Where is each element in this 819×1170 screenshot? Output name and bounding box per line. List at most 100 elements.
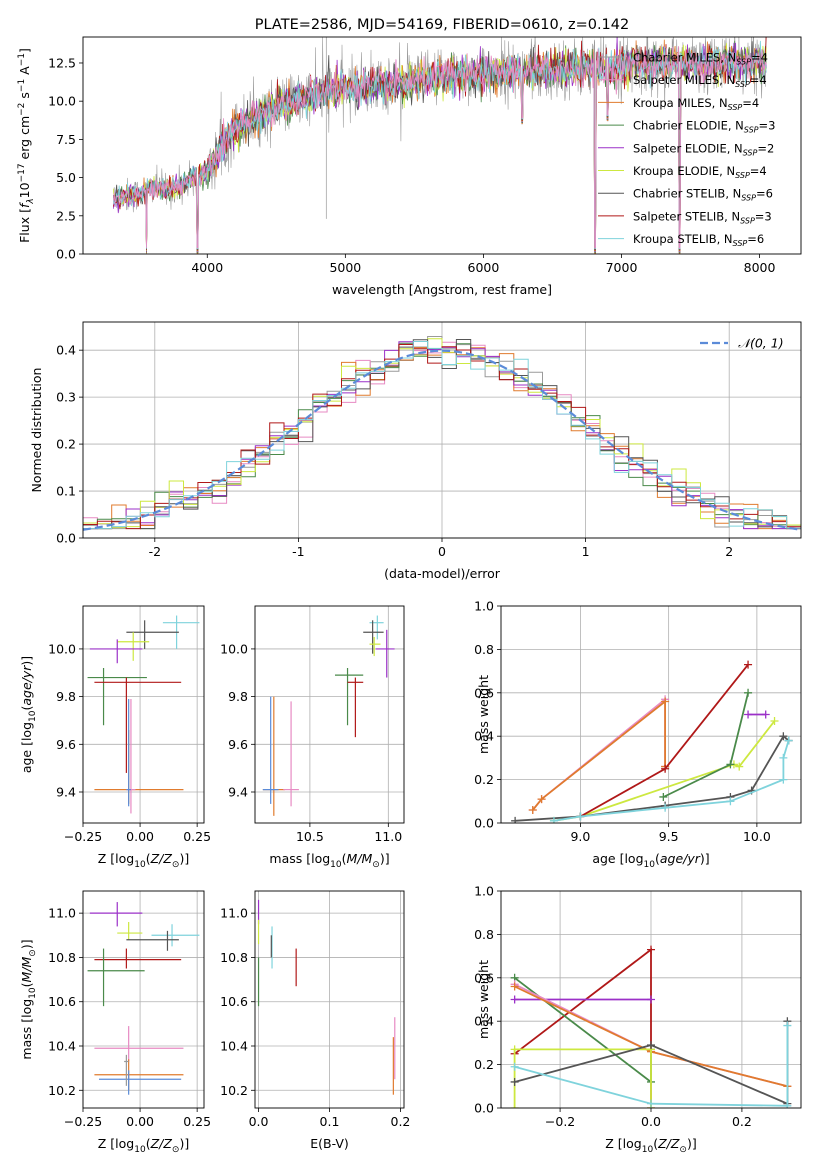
x-tick-label: 0.00 bbox=[126, 829, 154, 844]
y-tick-label: 10.2 bbox=[220, 1083, 248, 1098]
y-tick-label: 1.0 bbox=[474, 599, 494, 614]
y-tick-label: 0.2 bbox=[474, 1057, 494, 1072]
plot-area bbox=[511, 660, 793, 823]
y-tick-label: 9.6 bbox=[228, 737, 248, 752]
weight-marker-kroupa-stelib bbox=[779, 753, 788, 762]
legend-entry: Salpeter MILES, NSSP=4 bbox=[633, 73, 767, 89]
plot-area bbox=[87, 902, 200, 1095]
weight-marker-kroupa-miles bbox=[528, 805, 537, 814]
x-tick-label: 9.5 bbox=[659, 829, 679, 844]
x-tick-label: 0.2 bbox=[732, 1114, 752, 1129]
x-label: wavelength [Angstrom, rest frame] bbox=[332, 282, 552, 297]
y-tick-label: 12.5 bbox=[48, 55, 76, 70]
weight-marker-kroupa-elodie bbox=[735, 762, 744, 771]
axes-frame bbox=[254, 890, 405, 1109]
weight-marker-kroupa-elodie bbox=[770, 717, 779, 726]
y-tick-label: 1.0 bbox=[474, 884, 494, 899]
weight-marker-kroupa-stelib bbox=[779, 775, 788, 784]
y-tick-label: 9.8 bbox=[56, 689, 76, 704]
legend-entry: Chabrier MILES, NSSP=4 bbox=[633, 51, 768, 67]
axes-frame bbox=[82, 321, 802, 539]
weight-marker-salpeter-stelib bbox=[647, 945, 655, 954]
legend-entry: Salpeter STELIB, NSSP=3 bbox=[633, 209, 772, 225]
mass-weight-vs-metallicity-panel: −0.2 0.0 0.2 0.0 0.2 0.4 0.6 0.8 1.0 Z [log10(Z/Z… bbox=[474, 884, 802, 1155]
axes-frame bbox=[82, 890, 205, 1109]
weight-marker-salpeter-stelib bbox=[744, 660, 753, 669]
y-tick-label: 10.0 bbox=[220, 641, 248, 656]
y-label: age [log10(age/yr)] bbox=[19, 656, 38, 773]
axes-frame bbox=[82, 605, 205, 824]
weight-marker-kroupa-stelib bbox=[783, 1021, 792, 1030]
y-tick-label: 0.6 bbox=[474, 970, 494, 985]
weight-marker-salpeter-elodie bbox=[510, 995, 519, 1004]
y-tick-label: 10.8 bbox=[220, 950, 248, 965]
weight-marker-kroupa-stelib bbox=[783, 1101, 792, 1108]
x-tick-label: 2 bbox=[725, 544, 733, 559]
x-tick-label: -1 bbox=[292, 544, 304, 559]
y-tick-label: 0.8 bbox=[474, 642, 494, 657]
residuals-panel: -2 -1 0 1 2 0.0 0.1 0.2 0.3 0.4 (data-model)/error… bbox=[29, 321, 802, 581]
x-tick-label: 7000 bbox=[606, 260, 638, 275]
x-tick-label: 4000 bbox=[191, 260, 223, 275]
y-tick-label: 9.6 bbox=[56, 737, 76, 752]
y-tick-label: 9.4 bbox=[228, 785, 248, 800]
y-tick-label: 10.2 bbox=[48, 1083, 76, 1098]
y-tick-label: 0.8 bbox=[474, 927, 494, 942]
axes-frame bbox=[500, 605, 802, 824]
weight-marker-kroupa-elodie bbox=[510, 1045, 519, 1054]
plot-area bbox=[257, 899, 396, 1095]
weight-line-kroupa-stelib bbox=[514, 1025, 789, 1107]
x-label: Z [log10(Z/Z⊙)] bbox=[98, 851, 189, 870]
plot-area bbox=[113, 37, 767, 254]
x-tick-label: 9.0 bbox=[570, 829, 590, 844]
weight-marker-kroupa-elodie bbox=[510, 1104, 519, 1108]
legend-entry: Chabrier STELIB, NSSP=6 bbox=[633, 187, 773, 203]
y-tick-label: 10.0 bbox=[48, 94, 76, 109]
y-tick-label: 10.8 bbox=[48, 950, 76, 965]
legend-entry: 𝒩(0, 1) bbox=[738, 336, 784, 351]
legend-entry: Chabrier ELODIE, NSSP=3 bbox=[633, 119, 775, 135]
axes-frame bbox=[500, 890, 802, 1109]
y-tick-label: 0.2 bbox=[56, 437, 76, 452]
x-tick-label: −0.25 bbox=[64, 1114, 102, 1129]
y-label: Normed distribution bbox=[29, 368, 44, 493]
plot-area bbox=[83, 336, 801, 531]
weight-marker-chabrier-elodie bbox=[744, 688, 753, 697]
weight-marker-kroupa-stelib bbox=[576, 812, 585, 821]
y-label: mass [log10(M/M⊙)] bbox=[19, 939, 38, 1059]
plot-area bbox=[87, 615, 200, 814]
weight-marker-salpeter-elodie bbox=[647, 995, 655, 1004]
weight-line-kroupa-elodie bbox=[513, 1048, 652, 1108]
weight-marker-chabrier-elodie bbox=[659, 792, 668, 801]
y-tick-label: 0.0 bbox=[474, 1101, 494, 1116]
x-label: E(B-V) bbox=[310, 1136, 349, 1151]
y-tick-label: 10.6 bbox=[220, 994, 248, 1009]
legend-entry: Kroupa STELIB, NSSP=6 bbox=[633, 232, 764, 248]
y-tick-label: 2.5 bbox=[56, 208, 76, 223]
mass-vs-metallicity-panel: −0.25 0.00 0.25 10.2 10.4 10.6 10.8 11.0 Z [log1… bbox=[19, 890, 211, 1155]
y-tick-label: 10.4 bbox=[220, 1039, 248, 1054]
x-tick-label: 0.1 bbox=[320, 1114, 340, 1129]
y-label: mass weight bbox=[476, 960, 491, 1039]
y-tick-label: 0.0 bbox=[56, 247, 76, 262]
legend-entry: Kroupa MILES, NSSP=4 bbox=[633, 96, 759, 112]
y-tick-label: 10.6 bbox=[48, 994, 76, 1009]
y-tick-label: 9.8 bbox=[228, 689, 248, 704]
y-tick-label: 11.0 bbox=[48, 906, 76, 921]
plot-area bbox=[510, 945, 792, 1108]
weight-marker-kroupa-miles bbox=[537, 795, 546, 804]
y-label: mass weight bbox=[476, 675, 491, 754]
x-tick-label: 0.0 bbox=[641, 1114, 661, 1129]
weight-marker-chabrier-elodie bbox=[726, 760, 735, 769]
weight-marker-kroupa-stelib bbox=[647, 1099, 655, 1108]
y-tick-label: 0.4 bbox=[56, 343, 76, 358]
x-tick-label: −0.25 bbox=[64, 829, 102, 844]
x-tick-label: 0.0 bbox=[249, 1114, 269, 1129]
weight-marker-salpeter-elodie bbox=[744, 710, 753, 719]
y-tick-label: 11.0 bbox=[220, 906, 248, 921]
mass-weight-vs-age-panel: 9.0 9.5 10.0 0.0 0.2 0.4 0.6 0.8 1.0 age [log10(a… bbox=[474, 599, 802, 870]
x-tick-label: 0 bbox=[438, 544, 446, 559]
weight-line-kroupa-miles bbox=[532, 699, 666, 811]
spectrum-panel: 4000 5000 6000 7000 8000 0.0 2.5 5.0 7.5 10.0 12.5… bbox=[17, 17, 802, 297]
x-label: Z [log10(Z/Z⊙)] bbox=[98, 1136, 189, 1155]
